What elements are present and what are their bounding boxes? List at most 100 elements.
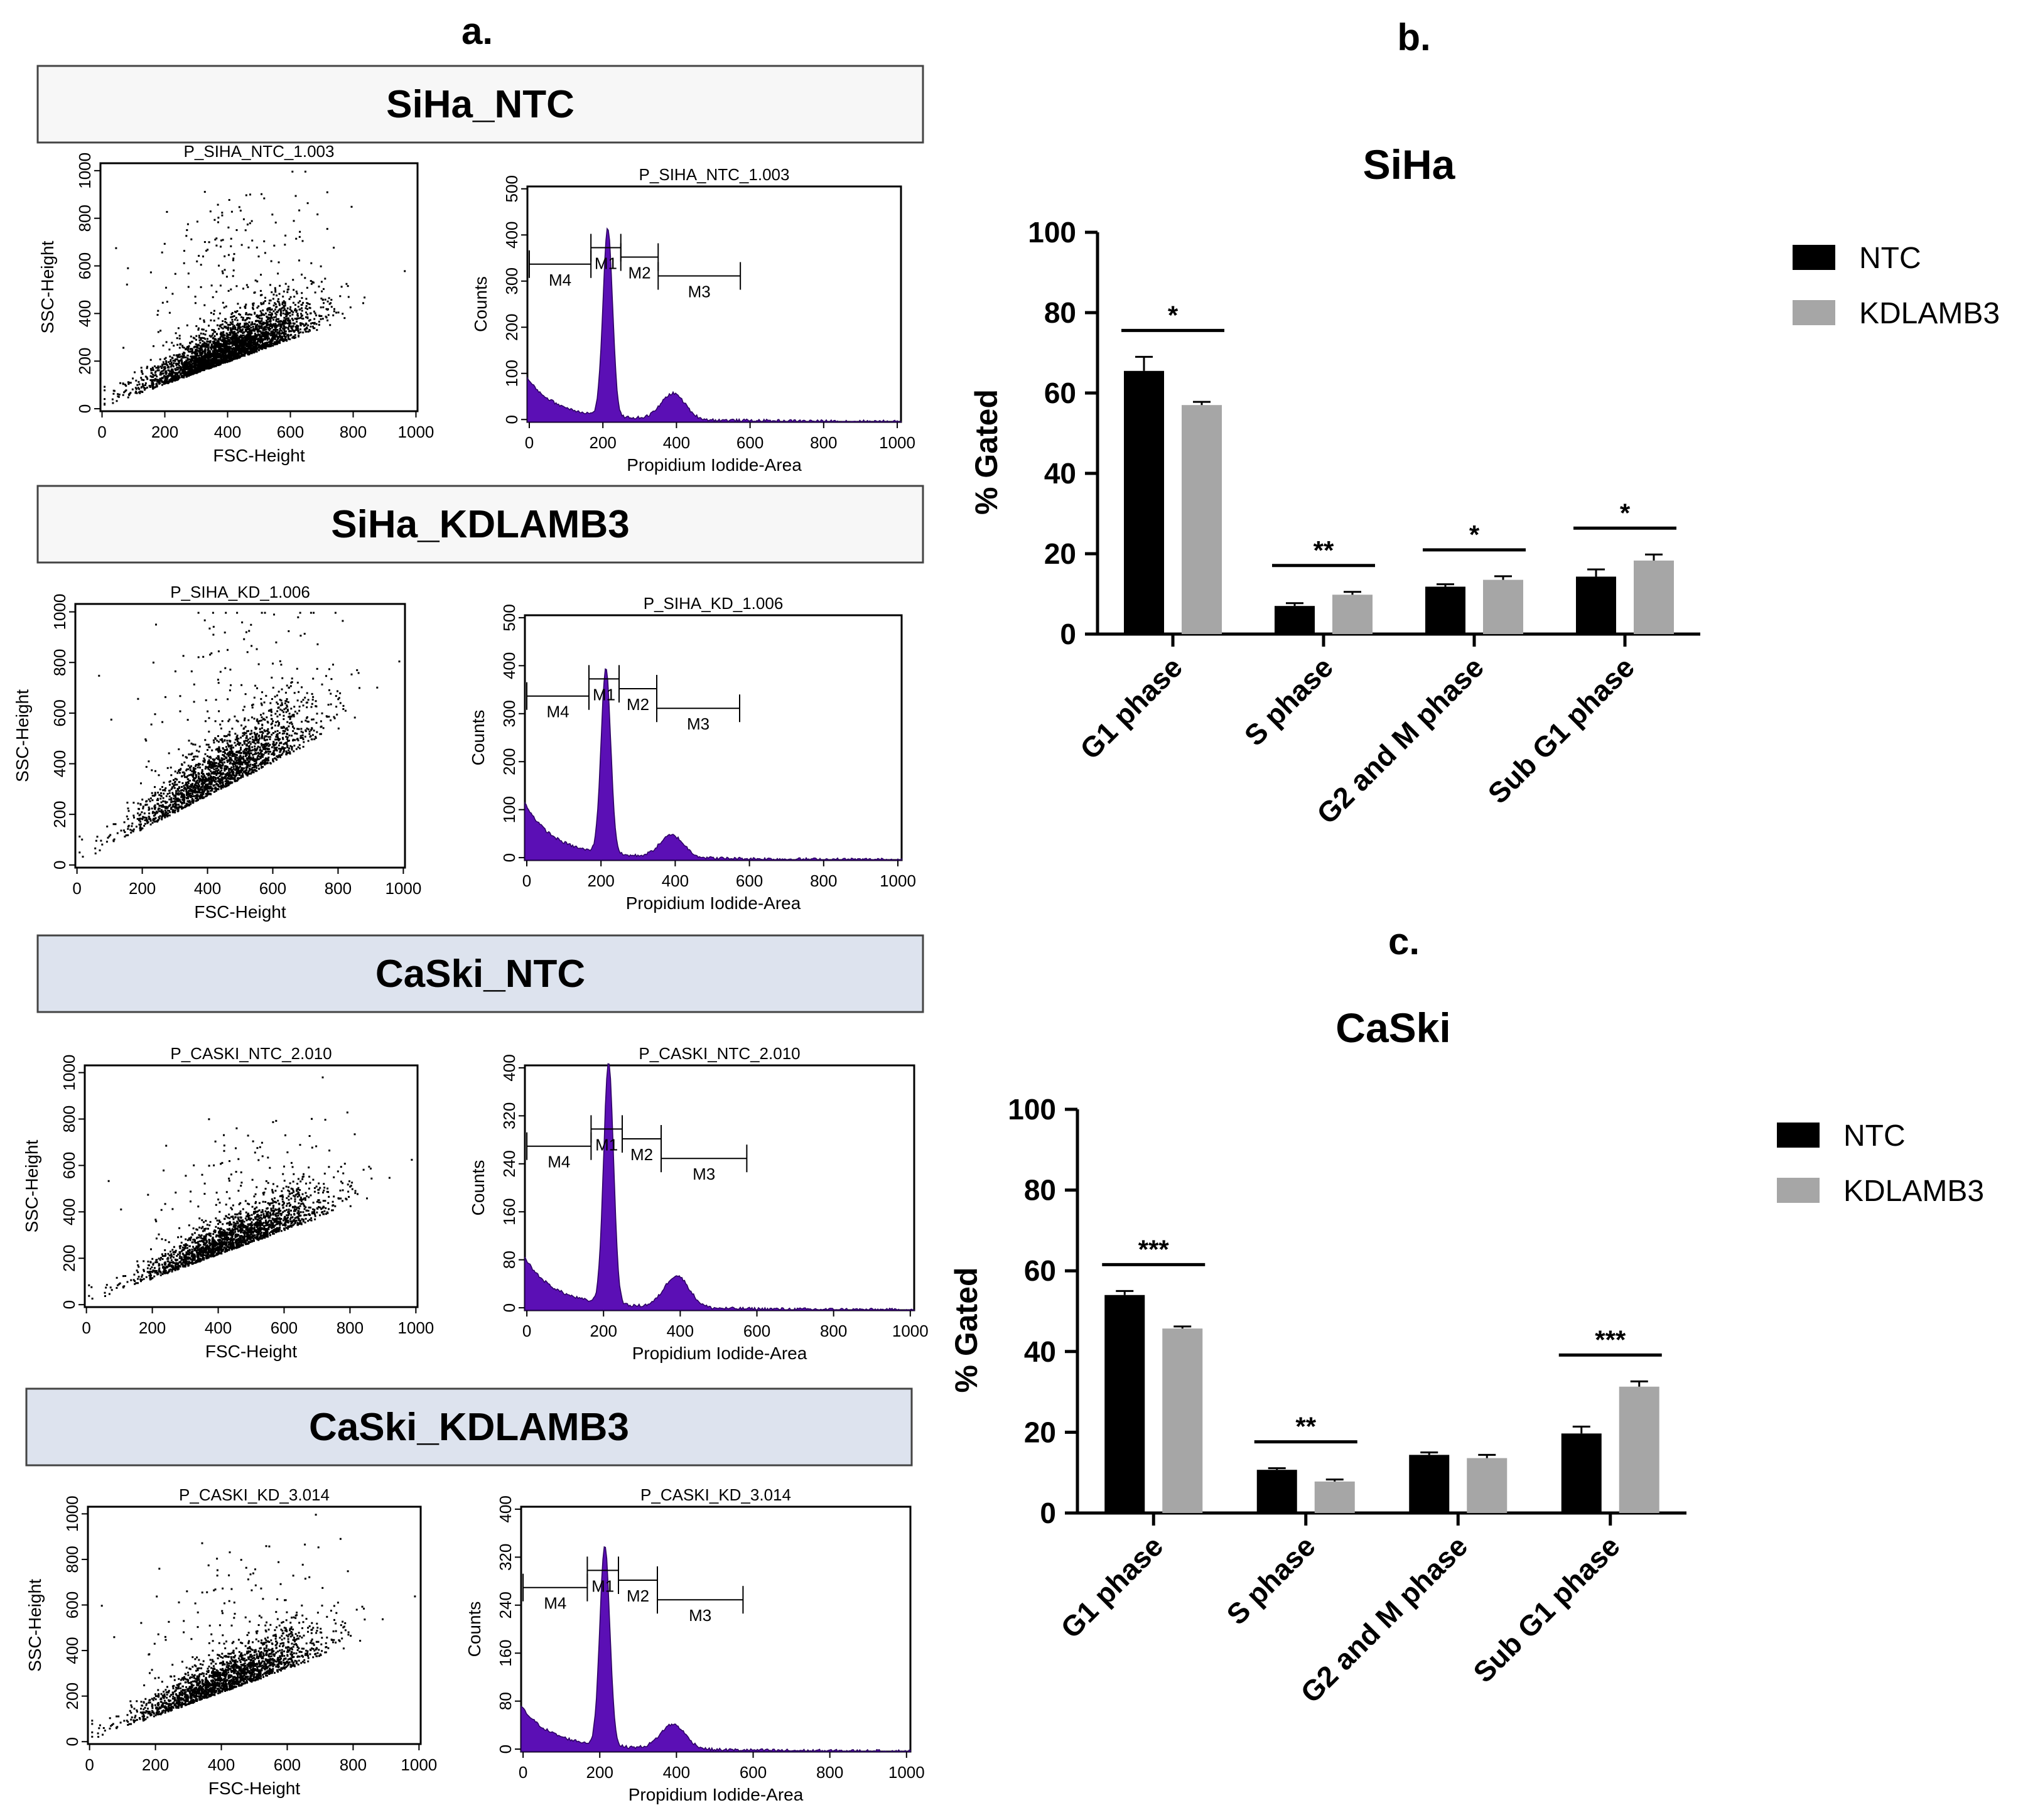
significance-label: ** [1295,1412,1316,1441]
gate-label: M3 [687,714,709,733]
panel-letter-b: b. [1397,16,1430,58]
scatter-x-tick-label: 800 [325,879,352,898]
histogram-frame [524,1064,915,1311]
panel-letter-c: c. [1388,920,1420,962]
histogram-x-tick-label: 800 [816,1763,843,1782]
gate-label: M4 [549,271,571,289]
gate-label: M2 [627,695,649,714]
significance-label: * [1168,300,1179,330]
histogram-y-tick-label: 80 [496,1692,515,1710]
scatter-frame [84,1064,419,1308]
scatter-y-axis-label: SSC-Height [25,1579,45,1672]
histogram-y-tick-label: 300 [502,267,521,294]
y-tick-label: 100 [1028,216,1076,249]
scatter-title: P_SIHA_NTC_1.003 [184,142,335,161]
histogram-x-axis-label: Propidium Iodide-Area [627,455,802,475]
scatter-y-axis-label: SSC-Height [38,240,57,333]
histogram-y-axis-label: Counts [465,1602,484,1657]
ntc-bar [1576,576,1616,634]
flow-cytometry-panels: SiHa_NTC P_SIHA_NTC_1.003 FSC-Height SSC-He… [13,65,929,1804]
scatter-y-tick-label: 200 [75,348,94,375]
kdlamb3-bar [1619,1386,1659,1513]
histogram-x-tick-label: 1000 [880,871,916,890]
histogram-x-tick-label: 600 [736,871,763,890]
histogram-x-axis-label: Propidium Iodide-Area [632,1343,807,1363]
panel-header-label: CaSki_NTC [375,952,585,996]
scatter-x-axis-label: FSC-Height [208,1779,300,1798]
ntc-bar [1561,1433,1602,1513]
histogram-y-tick-label: 500 [500,604,519,631]
y-tick-label: 40 [1024,1335,1056,1368]
scatter-y-tick-label: 400 [50,750,69,777]
ntc-bar [1275,606,1315,634]
histogram-title: P_SIHA_NTC_1.003 [639,165,790,184]
scatter-y-tick-label: 600 [60,1152,78,1179]
scatter-x-tick-label: 1000 [401,1755,437,1774]
gate-label: M1 [595,1135,618,1154]
scatter-y-tick-label: 800 [63,1546,82,1573]
y-tick-label: 40 [1044,457,1076,490]
kdlamb3-bar [1162,1328,1203,1513]
histogram-x-tick-label: 600 [740,1763,767,1782]
scatter-x-tick-label: 0 [85,1755,94,1774]
scatter-x-tick-label: 200 [129,879,156,898]
significance-label: * [1469,520,1480,549]
scatter-y-tick-label: 400 [63,1637,82,1664]
scatter-title: P_CASKI_KD_3.014 [179,1485,330,1504]
y-tick-label: 80 [1044,296,1076,329]
histogram-y-tick-label: 500 [502,175,521,202]
histogram-x-tick-label: 200 [589,433,616,452]
histogram-x-tick-label: 200 [590,1322,617,1340]
histogram-y-tick-label: 0 [500,1303,519,1312]
histogram-y-tick-label: 0 [500,853,519,862]
scatter-y-tick-label: 1000 [75,153,94,189]
ntc-bar [1409,1455,1450,1513]
histogram-area [524,1063,915,1311]
scatter-y-tick-label: 0 [75,404,94,413]
scatter-y-axis-label: SSC-Height [13,689,32,782]
scatter-y-tick-label: 600 [63,1591,82,1618]
histogram-frame [526,185,902,423]
scatter-y-tick-label: 400 [75,300,94,327]
y-tick-label: 100 [1008,1093,1056,1126]
histogram-title: P_SIHA_KD_1.006 [644,594,784,613]
gate-label: M2 [627,1586,649,1605]
scatter-x-tick-label: 1000 [385,879,421,898]
ntc-bar [1425,586,1465,634]
scatter-x-axis-label: FSC-Height [205,1342,297,1361]
scatter-x-axis-label: FSC-Height [194,902,286,922]
y-axis-label: % Gated [969,389,1004,515]
legend-swatch-ntc [1777,1123,1820,1148]
kdlamb3-bar [1332,595,1373,634]
scatter-frame [99,162,419,412]
histogram-x-tick-label: 200 [586,1763,613,1782]
histogram-x-tick-label: 800 [810,871,837,890]
histogram-y-tick-label: 200 [500,748,519,775]
scatter-x-tick-label: 800 [337,1318,364,1337]
flow-panel: CaSki_NTC P_CASKI_NTC_2.010 FSC-Height SSC-… [22,934,929,1363]
y-tick-label: 0 [1040,1497,1056,1529]
histogram-x-axis-label: Propidium Iodide-Area [628,1785,804,1804]
flow-panel: SiHa_NTC P_SIHA_NTC_1.003 FSC-Height SSC-He… [36,65,924,475]
scatter-y-tick-label: 800 [75,205,94,232]
ntc-bar [1104,1295,1145,1513]
legend-label: KDLAMB3 [1859,297,2000,330]
significance-label: *** [1595,1325,1626,1354]
scatter-x-tick-label: 400 [194,879,221,898]
scatter-y-tick-label: 800 [50,649,69,676]
gate-label: M3 [688,283,711,301]
histogram-x-tick-label: 1000 [879,433,915,452]
chart-title: SiHa [1363,141,1456,188]
panel-header-box [36,934,924,1013]
histogram-title: P_CASKI_NTC_2.010 [639,1044,800,1063]
significance-label: ** [1314,536,1334,565]
histogram-y-tick-label: 320 [496,1544,515,1571]
histogram-x-tick-label: 800 [820,1322,847,1340]
legend-swatch-kdlamb3 [1777,1178,1820,1203]
histogram-x-tick-label: 0 [522,1322,531,1340]
ntc-bar [1256,1470,1297,1513]
histogram-title: P_CASKI_KD_3.014 [640,1485,791,1504]
legend-label: NTC [1843,1119,1906,1153]
y-tick-label: 0 [1060,618,1076,650]
